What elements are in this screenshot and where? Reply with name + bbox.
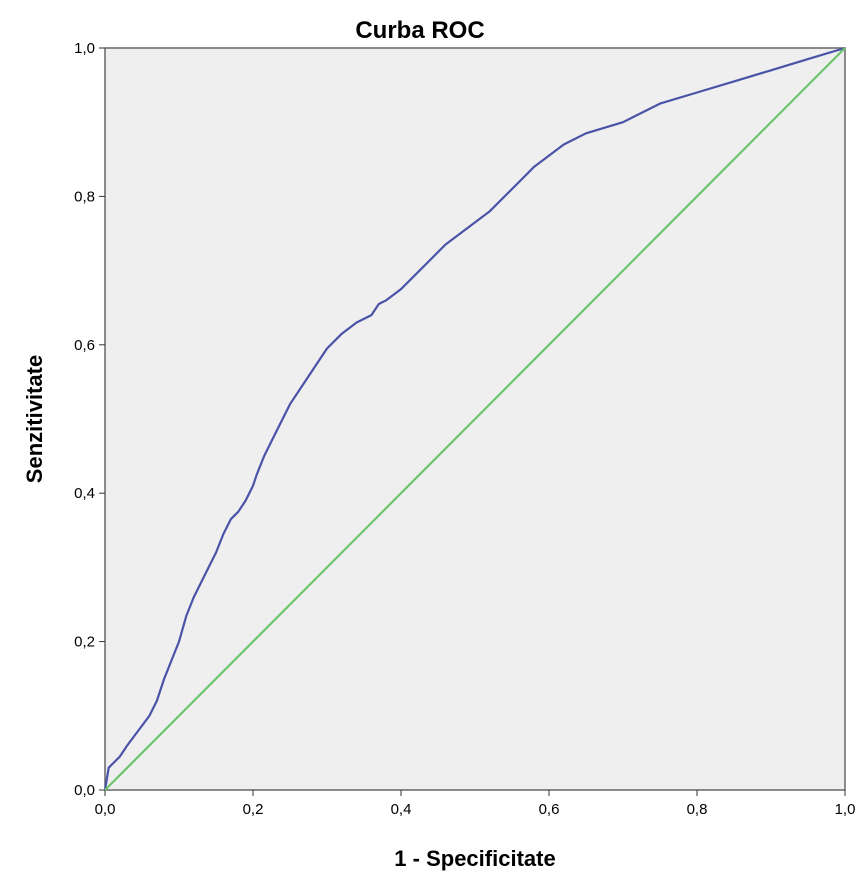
y-axis-title: Senzitivitate <box>22 355 47 483</box>
x-tick-label: 1,0 <box>835 801 856 818</box>
y-tick-label: 1,0 <box>74 40 95 57</box>
chart-title: Curba ROC <box>355 17 484 44</box>
roc-curve-line <box>103 46 846 791</box>
y-tick-label: 0,0 <box>74 782 95 799</box>
y-tick-label: 0,8 <box>74 188 95 205</box>
y-tick-label: 0,2 <box>74 634 95 651</box>
series-layer <box>103 46 846 791</box>
y-tick-label: 0,6 <box>74 337 95 354</box>
x-tick-label: 0,4 <box>391 801 412 818</box>
x-tick-label: 0,0 <box>95 801 116 818</box>
x-tick-label: 0,8 <box>687 801 708 818</box>
x-tick-label: 0,2 <box>243 801 264 818</box>
reference-diagonal-line <box>104 47 846 791</box>
y-tick-label: 0,4 <box>74 485 95 502</box>
x-axis-title: 1 - Specificitate <box>394 846 555 871</box>
x-tick-label: 0,6 <box>539 801 560 818</box>
tick-layer: 0,0 0,2 0,4 0,6 0,8 1,0 0,0 0,2 0,4 0,6 0,8 1,0 <box>74 40 855 818</box>
